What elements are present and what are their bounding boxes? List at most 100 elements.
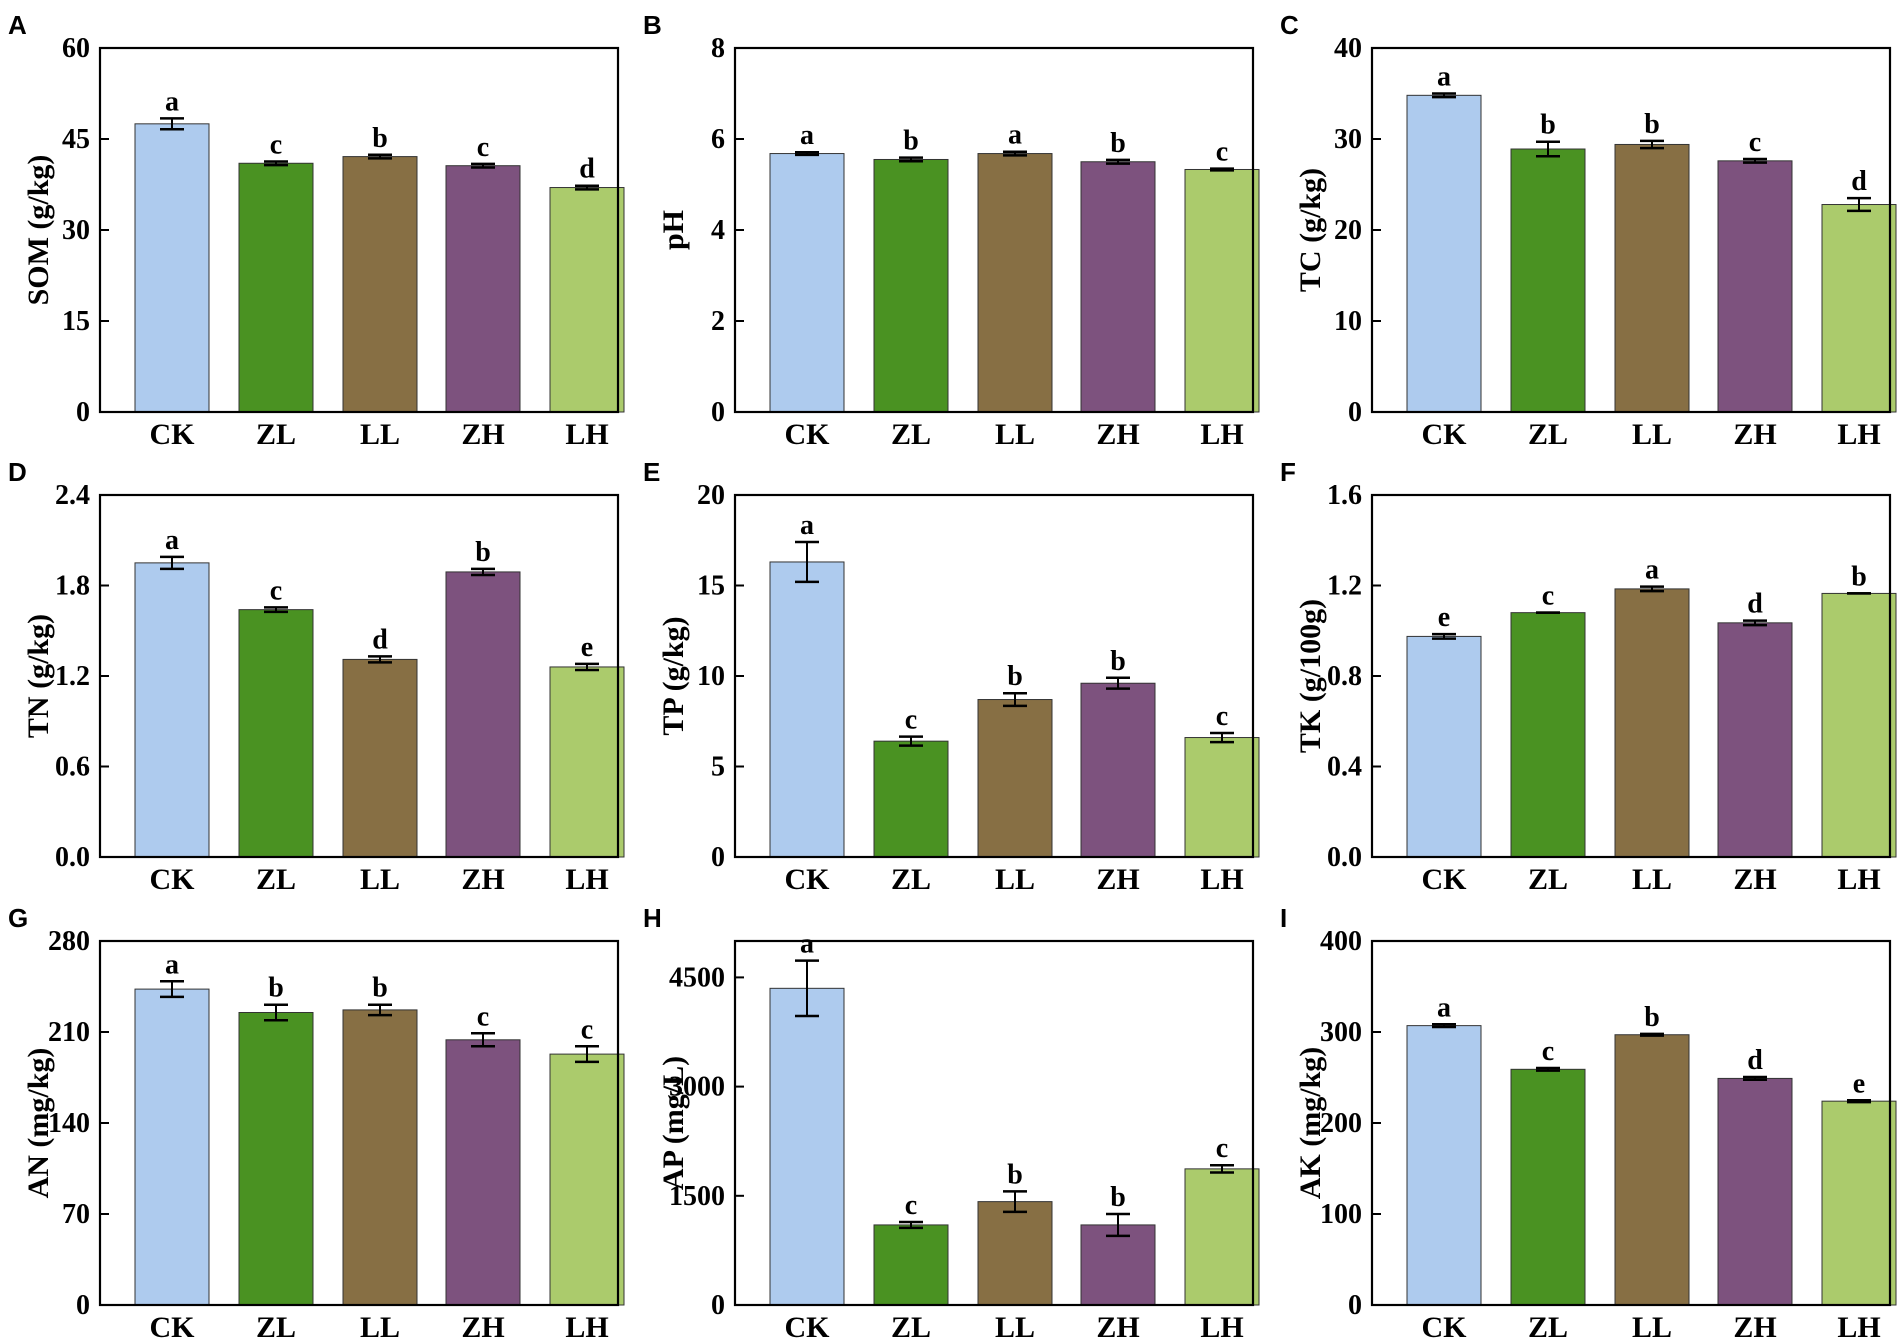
bar-zh <box>445 165 521 413</box>
panel-b: BpH a CK b ZL a LL b ZH c LH 0 2 4 6 8 <box>643 10 1260 451</box>
panel-c: C TC (g/kg) a CK b ZL b LL c ZH d LH 0 10 20 30 40 <box>1280 10 1897 451</box>
x-tick-label-lh: LH <box>1837 863 1880 896</box>
significance-label-zl: c <box>1542 1036 1554 1067</box>
bar-ll <box>342 156 418 413</box>
significance-label-ll: b <box>1644 1002 1660 1033</box>
y-axis-title: AK (mg/kg) <box>1294 1047 1327 1200</box>
bar-ll <box>342 1009 418 1306</box>
bar-lh <box>1184 168 1260 413</box>
error-bar-lh <box>1847 1099 1871 1104</box>
y-tick-label: 2.4 <box>55 480 90 511</box>
bar-ll <box>1614 588 1690 858</box>
x-tick-label-zl: ZL <box>256 418 296 451</box>
error-bar-zh <box>1743 619 1767 627</box>
bar-zh <box>1717 1077 1793 1306</box>
bar-ck <box>769 153 845 413</box>
y-tick-label: 4 <box>711 215 725 246</box>
y-tick-label: 0 <box>1348 397 1362 428</box>
x-tick-label-ck: CK <box>150 863 196 896</box>
error-bar-ck <box>160 555 184 571</box>
y-axis-title: pH <box>657 210 690 250</box>
panel-letter: D <box>8 457 27 487</box>
y-tick-label: 0 <box>76 397 90 428</box>
x-tick-label-zl: ZL <box>891 1311 931 1344</box>
y-tick-label: 100 <box>1320 1199 1362 1230</box>
significance-label-ll: b <box>1644 109 1660 140</box>
y-tick-label: 40 <box>1334 33 1362 64</box>
plot-frame <box>733 46 1255 414</box>
bar-zl <box>873 158 949 413</box>
panel-h: H AP (mg/L) a CK c ZL b LL b ZH c LH 0 1500 3000 4500 <box>643 903 1260 1344</box>
significance-label-ll: d <box>372 624 388 655</box>
x-tick-label-ck: CK <box>785 1311 831 1344</box>
bar-zl <box>238 609 314 858</box>
y-tick-label: 1.8 <box>55 571 90 602</box>
error-bar-ll <box>1640 139 1664 150</box>
significance-label-zl: c <box>270 575 282 606</box>
bar-ck <box>769 561 845 858</box>
bar-zl <box>1510 612 1586 858</box>
significance-label-ll: b <box>372 973 388 1004</box>
panel-letter: E <box>643 457 660 487</box>
panel-i: I AK (mg/kg) a CK c ZL b LL d ZH e LH 0 100 200 300 400 <box>1280 903 1897 1344</box>
significance-label-lh: e <box>1853 1068 1865 1099</box>
significance-label-zh: d <box>1747 1045 1763 1076</box>
significance-label-ck: a <box>165 86 179 117</box>
bar-zh <box>1080 161 1156 413</box>
bar-ll <box>1614 1034 1690 1306</box>
bar-ck <box>1406 94 1482 413</box>
error-bar-zl <box>899 735 923 747</box>
panel-d: D TN (g/kg) a CK c ZL d LL b ZH e LH 0.0 0.6 1.2 1.8 2.4 <box>8 457 625 896</box>
error-bar-ll <box>1003 1190 1027 1214</box>
y-tick-label: 0.8 <box>1327 661 1362 692</box>
panel-letter: G <box>8 903 28 933</box>
panel-letter: B <box>643 10 662 40</box>
y-axis-title: TP (g/kg) <box>657 616 690 735</box>
error-bar-ll <box>368 153 392 160</box>
y-tick-label: 1.2 <box>55 661 90 692</box>
error-bar-ck <box>1432 92 1456 99</box>
panel-e: E TP (g/kg) a CK c ZL b LL b ZH c LH 0 5 10 15 20 <box>643 457 1260 896</box>
y-tick-label: 10 <box>1334 306 1362 337</box>
y-tick-label: 3000 <box>669 1072 725 1103</box>
bar-lh <box>1821 204 1897 413</box>
y-axis-title: TN (g/kg) <box>22 614 55 738</box>
significance-label-lh: c <box>1216 701 1228 732</box>
x-tick-label-zl: ZL <box>1528 1311 1568 1344</box>
x-tick-label-ck: CK <box>150 418 196 451</box>
error-bar-zl <box>264 606 288 614</box>
x-tick-label-ll: LL <box>995 418 1035 451</box>
error-bar-ck <box>795 150 819 157</box>
error-bar-ll <box>1003 150 1027 157</box>
y-tick-label: 0 <box>76 1290 90 1321</box>
error-bar-ck <box>795 959 819 1018</box>
error-bar-ck <box>160 980 184 999</box>
x-tick-label-lh: LH <box>1837 1311 1880 1344</box>
y-tick-label: 30 <box>1334 124 1362 155</box>
bar-zh <box>1717 160 1793 413</box>
y-tick-label: 0 <box>1348 1290 1362 1321</box>
bar-ll <box>977 153 1053 413</box>
x-tick-label-ll: LL <box>995 863 1035 896</box>
bar-ck <box>1406 635 1482 858</box>
y-tick-label: 15 <box>697 571 725 602</box>
significance-label-zh: c <box>1749 127 1761 158</box>
y-axis-title: SOM (g/kg) <box>22 155 55 306</box>
y-tick-label: 0 <box>711 1290 725 1321</box>
bar-lh <box>549 1053 625 1306</box>
x-tick-label-zh: ZH <box>461 418 504 451</box>
x-tick-label-zh: ZH <box>1096 418 1139 451</box>
plot-frame <box>1370 493 1892 859</box>
y-tick-label: 0.0 <box>1327 842 1362 873</box>
bar-zl <box>238 1012 314 1306</box>
bar-ll <box>977 1201 1053 1306</box>
significance-label-zh: b <box>1110 1182 1126 1213</box>
y-tick-label: 15 <box>62 306 90 337</box>
error-bar-zl <box>1536 140 1560 158</box>
error-bar-ll <box>1640 1032 1664 1037</box>
y-axis-title: AP (mg/L) <box>657 1056 690 1190</box>
panel-g: G AN (mg/kg) a CK b ZL b LL c ZH c LH 0 70 140 210 280 <box>8 903 625 1344</box>
significance-label-zl: c <box>905 1190 917 1221</box>
significance-label-ck: a <box>1437 992 1451 1023</box>
